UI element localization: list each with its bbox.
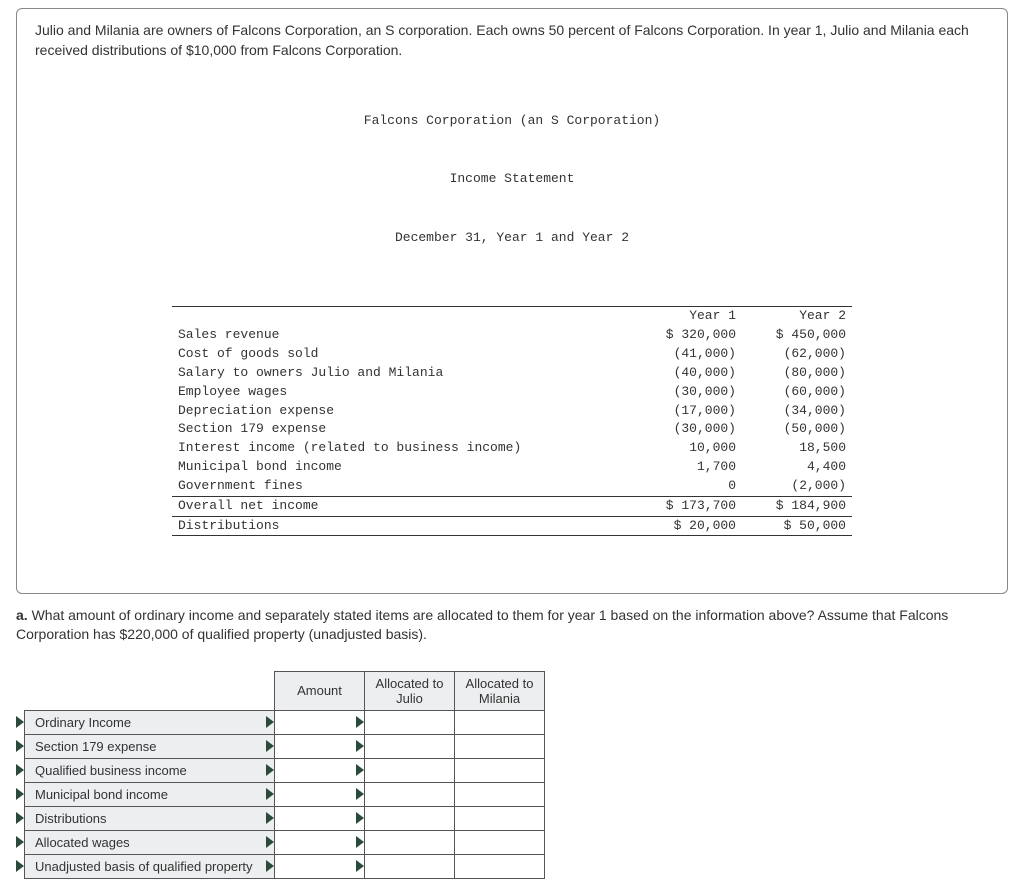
amount-input[interactable] [275, 806, 365, 830]
row-label: Employee wages [172, 383, 632, 402]
expand-icon[interactable] [356, 788, 364, 800]
expand-icon[interactable] [16, 740, 24, 752]
row-label: Ordinary Income [25, 710, 275, 734]
row-label: Government fines [172, 477, 632, 496]
statement-title-2: Income Statement [35, 170, 989, 189]
row-label: Distributions [25, 806, 275, 830]
expand-icon[interactable] [356, 860, 364, 872]
header-julio: Allocated to Julio [365, 671, 455, 710]
row-label: Sales revenue [172, 326, 632, 345]
expand-icon[interactable] [16, 788, 24, 800]
julio-input[interactable] [365, 710, 455, 734]
header-amount: Amount [275, 671, 365, 710]
milania-input[interactable] [455, 830, 545, 854]
row-label: Section 179 expense [25, 734, 275, 758]
distributions-label: Distributions [172, 516, 632, 536]
julio-input[interactable] [365, 758, 455, 782]
question-container: Julio and Milania are owners of Falcons … [16, 8, 1008, 594]
milania-input[interactable] [455, 758, 545, 782]
row-label: Qualified business income [25, 758, 275, 782]
amount-input[interactable] [275, 758, 365, 782]
milania-input[interactable] [455, 806, 545, 830]
expand-icon[interactable] [16, 836, 24, 848]
expand-icon[interactable] [266, 716, 274, 728]
expand-icon[interactable] [356, 812, 364, 824]
statement-title-3: December 31, Year 1 and Year 2 [35, 229, 989, 248]
statement-title-1: Falcons Corporation (an S Corporation) [35, 112, 989, 131]
expand-icon[interactable] [266, 788, 274, 800]
amount-input[interactable] [275, 854, 365, 878]
julio-input[interactable] [365, 806, 455, 830]
expand-icon[interactable] [16, 812, 24, 824]
expand-icon[interactable] [266, 812, 274, 824]
col-header-year2: Year 2 [742, 307, 852, 326]
col-header-year1: Year 1 [632, 307, 742, 326]
answer-table: Amount Allocated to Julio Allocated to M… [24, 671, 545, 879]
expand-icon[interactable] [16, 716, 24, 728]
expand-icon[interactable] [356, 836, 364, 848]
statement-table: Year 1 Year 2 Sales revenue$ 320,000$ 45… [172, 306, 852, 537]
row-label: Municipal bond income [172, 458, 632, 477]
amount-input[interactable] [275, 710, 365, 734]
row-label: Section 179 expense [172, 420, 632, 439]
net-income-label: Overall net income [172, 496, 632, 516]
expand-icon[interactable] [266, 836, 274, 848]
expand-icon[interactable] [356, 764, 364, 776]
part-a-prefix: a. [16, 607, 28, 623]
amount-input[interactable] [275, 734, 365, 758]
expand-icon[interactable] [356, 740, 364, 752]
row-label: Cost of goods sold [172, 345, 632, 364]
julio-input[interactable] [365, 782, 455, 806]
expand-icon[interactable] [266, 860, 274, 872]
expand-icon[interactable] [16, 764, 24, 776]
row-label: Allocated wages [25, 830, 275, 854]
expand-icon[interactable] [266, 764, 274, 776]
milania-input[interactable] [455, 734, 545, 758]
amount-input[interactable] [275, 830, 365, 854]
row-label: Unadjusted basis of qualified property [25, 854, 275, 878]
julio-input[interactable] [365, 854, 455, 878]
milania-input[interactable] [455, 854, 545, 878]
milania-input[interactable] [455, 710, 545, 734]
milania-input[interactable] [455, 782, 545, 806]
julio-input[interactable] [365, 830, 455, 854]
expand-icon[interactable] [266, 740, 274, 752]
amount-input[interactable] [275, 782, 365, 806]
expand-icon[interactable] [16, 860, 24, 872]
julio-input[interactable] [365, 734, 455, 758]
income-statement: Falcons Corporation (an S Corporation) I… [35, 74, 989, 574]
blank-corner [25, 671, 275, 710]
header-milania: Allocated to Milania [455, 671, 545, 710]
row-label: Salary to owners Julio and Milania [172, 364, 632, 383]
part-a-text: What amount of ordinary income and separ… [16, 607, 948, 643]
intro-text: Julio and Milania are owners of Falcons … [35, 21, 989, 60]
expand-icon[interactable] [356, 716, 364, 728]
row-label: Interest income (related to business inc… [172, 439, 632, 458]
row-label: Depreciation expense [172, 402, 632, 421]
part-a-question: a. What amount of ordinary income and se… [16, 606, 1008, 645]
row-label: Municipal bond income [25, 782, 275, 806]
